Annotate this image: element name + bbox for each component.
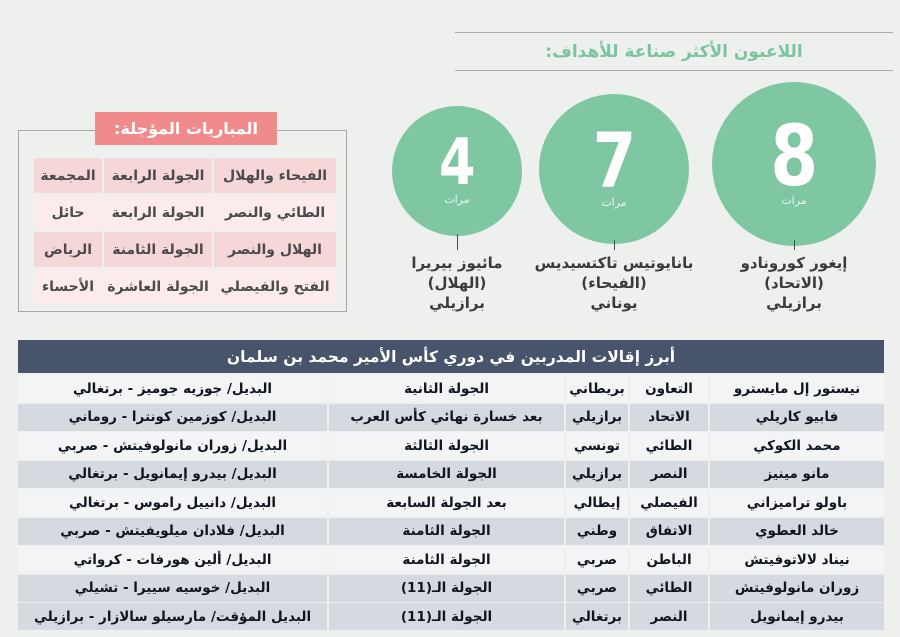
postponed-city: الأحساء (34, 269, 102, 304)
dismissal-round: الجولة الـ(11) (329, 603, 564, 630)
nationality: وطني (566, 517, 628, 545)
assists-unit-label: مرات (781, 194, 807, 208)
player-nationality: برازيلي (766, 294, 822, 312)
nationality: صربي (566, 574, 628, 602)
postponed-round: الجولة الرابعة (104, 158, 212, 193)
connector-line (457, 234, 458, 250)
postponed-match: الفيحاء والهلال (214, 158, 336, 193)
club-name: الطائي (630, 432, 708, 459)
connector-line (794, 240, 795, 250)
club-name: التعاون (630, 375, 708, 402)
player-card-coronado: إيغور كورونادو (الاتحاد) برازيلي (689, 253, 899, 313)
coach-name: خالد العطوي (710, 517, 884, 545)
nationality: برازيلي (566, 460, 628, 488)
dismissal-round: بعد الجولة السابعة (329, 489, 564, 516)
postponed-city: حائل (34, 195, 102, 230)
postponed-match: الهلال والنصر (214, 232, 336, 267)
postponed-match: الفتح والفيصلي (214, 269, 336, 304)
substitute-coach: البديل/ جوزيه جوميز - برتغالي (18, 375, 327, 402)
postponed-round: الجولة الثامنة (104, 232, 212, 267)
assists-circle-7: 7 مرات (539, 94, 689, 244)
dismissal-round: بعد خسارة نهائي كأس العرب (329, 403, 564, 431)
assists-count-7: 7 (592, 116, 636, 206)
dismissals-table-title: أبرز إقالات المدربين في دوري كأس الأمير … (18, 340, 884, 373)
postponed-round: الجولة الرابعة (104, 195, 212, 230)
substitute-coach: البديل/ فلادان ميلويفيتش - صربي (18, 517, 327, 545)
club-name: الطائي (630, 574, 708, 602)
nationality: برتغالي (566, 603, 628, 630)
coach-name: محمد الكوكي (710, 432, 884, 459)
club-name: الباطن (630, 546, 708, 573)
player-card-pereira: مائيوز بيريرا (الهلال) برازيلي (352, 253, 562, 313)
club-name: النصر (630, 603, 708, 630)
nationality: صربي (566, 546, 628, 573)
nationality: إيطالي (566, 489, 628, 516)
coach-name: زوران مانولوفيتش (710, 574, 884, 602)
nationality: تونسي (566, 432, 628, 459)
nationality: برازيلي (566, 403, 628, 431)
substitute-coach: البديل/ ألين هورفات - كرواتي (18, 546, 327, 573)
player-club: (الاتحاد) (764, 274, 824, 292)
club-name: الاتحاد (630, 403, 708, 431)
player-club: (الفيحاء) (581, 274, 647, 292)
coach-name: فابيو كاريلي (710, 403, 884, 431)
coach-name: نيستور إل مايسترو (710, 375, 884, 402)
player-nationality: يوناني (590, 294, 638, 312)
substitute-coach: البديل/ دانييل راموس - برتغالي (18, 489, 327, 516)
club-name: النصر (630, 460, 708, 488)
club-name: الاتفاق (630, 517, 708, 545)
coach-name: بيدرو إيمانويل (710, 603, 884, 630)
assists-unit-label: مرات (444, 192, 470, 206)
dismissal-round: الجولة الثامنة (329, 546, 564, 573)
assists-circle-8: 8 مرات (712, 82, 876, 246)
postponed-city: المجمعة (34, 158, 102, 193)
club-name: الفيصلي (630, 489, 708, 516)
dismissal-round: الجولة الثامنة (329, 517, 564, 545)
player-club: (الهلال) (427, 274, 487, 292)
assists-unit-label: مرات (601, 195, 627, 209)
dismissal-round: الجولة الثانية (329, 375, 564, 402)
dismissal-round: الجولة الثالثة (329, 432, 564, 459)
connector-line (614, 240, 615, 250)
player-name: مائيوز بيريرا (411, 254, 503, 272)
coach-name: باولو تراميزاني (710, 489, 884, 516)
substitute-coach: البديل/ كوزمين كونترا - روماني (18, 403, 327, 431)
dismissal-round: الجولة الـ(11) (329, 574, 564, 602)
postponed-round: الجولة العاشرة (104, 269, 212, 304)
assists-circle-4: 4 مرات (392, 106, 522, 236)
assists-count-8: 8 (770, 106, 818, 205)
nationality: بريطاني (566, 375, 628, 402)
assists-count-4: 4 (438, 126, 476, 201)
substitute-coach: البديل/ بيدرو إيمانويل - برتغالي (18, 460, 327, 488)
player-name: بانايوتيس تاكتسيديس (534, 254, 694, 272)
substitute-coach: البديل المؤقت/ مارسيلو سالازار - برازيلي (18, 603, 327, 630)
substitute-coach: البديل/ خوسيه سييرا - تشيلي (18, 574, 327, 602)
player-nationality: برازيلي (429, 294, 485, 312)
postponed-match: الطائي والنصر (214, 195, 336, 230)
dismissals-table-body: نيستور إل مايسترو التعاون بريطاني الجولة… (18, 375, 884, 630)
player-card-tachtsidis: بانايوتيس تاكتسيديس (الفيحاء) يوناني (509, 253, 719, 313)
dismissal-round: الجولة الخامسة (329, 460, 564, 488)
coach-name: مانو مينيز (710, 460, 884, 488)
postponed-matches-title-badge: المباريات المؤجلة: (95, 112, 277, 145)
assists-section-title: اللاعبون الأكثر صناعة للأهداف: (455, 32, 893, 71)
coach-name: نيناد لالاتوفيتش (710, 546, 884, 573)
postponed-city: الرياض (34, 232, 102, 267)
coach-dismissals-table: أبرز إقالات المدربين في دوري كأس الأمير … (18, 340, 884, 630)
postponed-matches-table: الفيحاء والهلال الجولة الرابعة المجمعة ا… (34, 158, 336, 304)
player-name: إيغور كورونادو (740, 254, 848, 272)
substitute-coach: البديل/ زوران مانولوفيتش - صربي (18, 432, 327, 459)
